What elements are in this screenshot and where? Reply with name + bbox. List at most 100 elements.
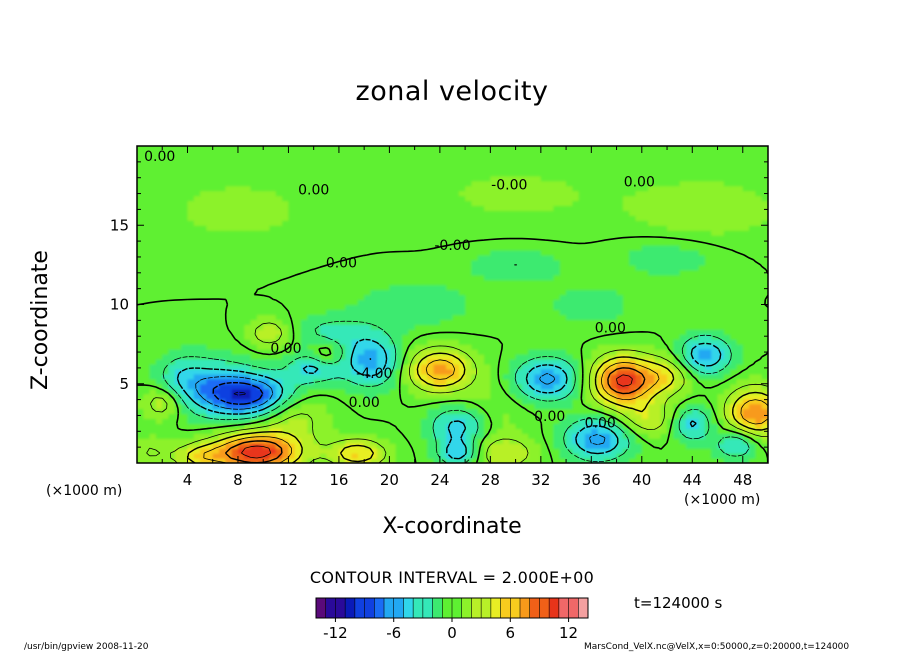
field-cell (509, 388, 517, 395)
field-cell (376, 358, 384, 365)
field-cell (231, 383, 239, 390)
field-cell (534, 269, 542, 276)
field-cell (319, 408, 327, 415)
field-cell (717, 354, 725, 360)
field-cell (622, 279, 630, 286)
field-cell (641, 418, 649, 424)
field-cell (206, 428, 214, 434)
field-cell (319, 358, 327, 365)
field-cell (193, 294, 201, 301)
field-cell (496, 368, 504, 375)
field-cell (603, 230, 611, 236)
field-cell (597, 240, 605, 246)
field-cell (433, 393, 441, 400)
field-cell (237, 443, 245, 449)
field-cell (465, 309, 473, 315)
field-cell (679, 230, 687, 236)
field-cell (244, 269, 252, 276)
field-cell (395, 215, 403, 221)
field-cell (288, 453, 296, 459)
field-cell (345, 453, 353, 459)
field-cell (685, 339, 693, 345)
field-cell (383, 299, 390, 306)
field-cell (433, 309, 441, 315)
field-cell (585, 259, 592, 266)
field-cell (370, 250, 378, 256)
field-cell (149, 398, 157, 405)
field-cell (143, 413, 151, 420)
field-cell (673, 349, 681, 355)
field-cell (408, 443, 416, 449)
field-cell (263, 220, 271, 226)
field-cell (155, 220, 163, 226)
field-cell (736, 329, 744, 335)
field-cell (370, 354, 378, 360)
field-cell (282, 250, 290, 256)
field-cell (420, 329, 428, 335)
field-cell (439, 378, 447, 385)
field-cell (572, 220, 580, 226)
field-cell (294, 245, 302, 251)
field-cell (269, 408, 277, 415)
field-cell (319, 428, 327, 434)
field-cell (635, 339, 643, 345)
field-cell (351, 259, 359, 266)
field-cell (553, 279, 561, 286)
field-cell (383, 433, 390, 439)
field-cell (357, 274, 365, 281)
field-cell (395, 363, 403, 370)
field-cell (288, 383, 296, 390)
field-cell (326, 368, 334, 375)
field-cell (231, 314, 239, 320)
field-cell (465, 264, 473, 271)
field-cell (244, 408, 252, 415)
field-cell (679, 279, 687, 286)
field-cell (244, 339, 252, 345)
field-cell (433, 269, 441, 276)
field-cell (181, 398, 189, 405)
field-cell (509, 393, 517, 400)
field-cell (187, 215, 195, 221)
field-cell (181, 438, 189, 444)
field-cell (263, 294, 271, 301)
field-cell (471, 269, 479, 276)
field-cell (389, 289, 397, 296)
field-cell (515, 378, 523, 385)
field-cell (603, 289, 611, 296)
field-cell (458, 259, 466, 266)
field-cell (446, 378, 454, 385)
field-cell (364, 324, 372, 330)
field-cell (553, 334, 561, 340)
field-cell (502, 250, 510, 256)
field-cell (723, 324, 731, 330)
field-cell (345, 358, 353, 365)
field-cell (572, 225, 580, 231)
field-cell (187, 428, 195, 434)
field-cell (332, 378, 340, 385)
field-cell (578, 339, 586, 345)
field-cell (212, 433, 220, 439)
field-cell (212, 230, 220, 236)
field-cell (717, 388, 725, 395)
field-cell (692, 329, 700, 335)
field-cell (667, 319, 674, 325)
field-cell (622, 245, 630, 251)
field-cell (414, 438, 422, 444)
field-cell (389, 329, 397, 335)
field-cell (250, 319, 258, 325)
field-cell (200, 304, 208, 311)
field-cell (704, 245, 712, 251)
field-cell (187, 220, 195, 226)
field-cell (566, 373, 573, 380)
field-cell (509, 354, 517, 360)
field-cell (376, 363, 384, 370)
field-cell (736, 334, 744, 340)
field-cell (427, 358, 435, 365)
field-cell (446, 259, 454, 266)
field-cell (200, 433, 208, 439)
field-cell (610, 373, 618, 380)
field-cell (685, 220, 693, 226)
field-cell (559, 339, 567, 345)
field-cell (357, 408, 365, 415)
field-cell (319, 378, 327, 385)
